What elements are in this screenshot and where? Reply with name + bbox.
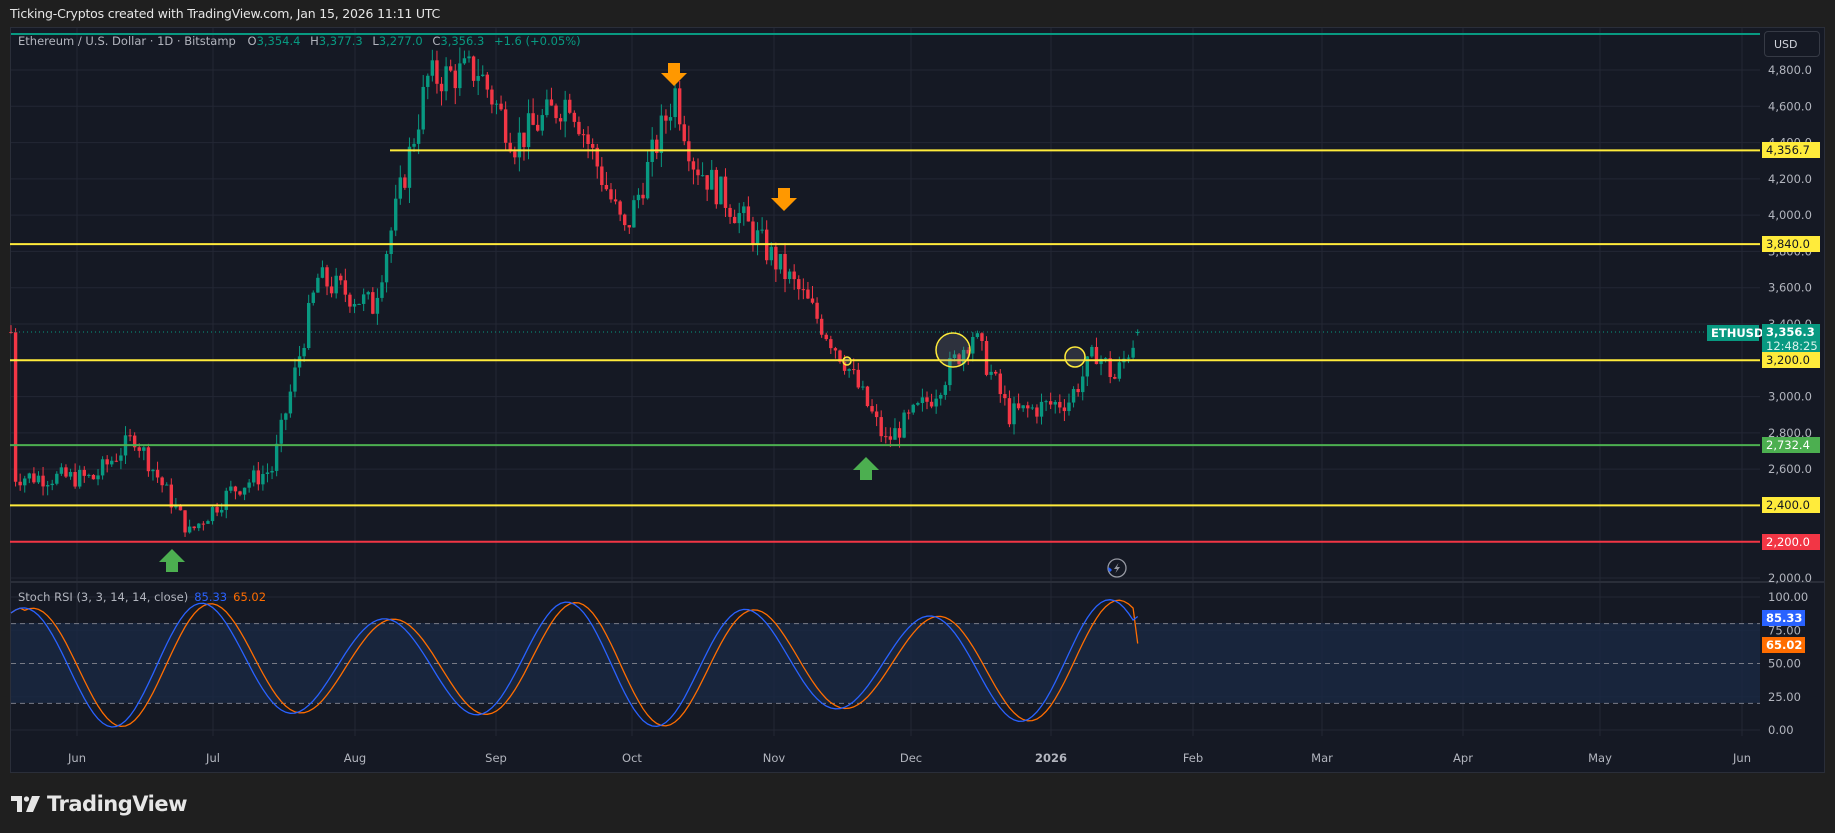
svg-text:Oct: Oct bbox=[622, 751, 642, 765]
stoch-rsi-legend[interactable]: Stoch RSI (3, 3, 14, 14, close) 85.33 65.0… bbox=[18, 590, 266, 604]
svg-text:4,000.0: 4,000.0 bbox=[1768, 208, 1812, 222]
svg-text:2,600.0: 2,600.0 bbox=[1768, 462, 1812, 476]
attribution-header: Ticking-Cryptos created with TradingView… bbox=[10, 6, 441, 21]
up-arrow-icon[interactable] bbox=[853, 457, 879, 480]
rsi-band-dashes bbox=[11, 623, 1760, 704]
svg-text:Jun: Jun bbox=[1732, 751, 1751, 765]
stoch-rsi-title: Stoch RSI (3, 3, 14, 14, close) bbox=[18, 590, 189, 604]
svg-text:4,800.0: 4,800.0 bbox=[1768, 63, 1812, 77]
level-tag: 3,840.0 bbox=[1762, 236, 1820, 253]
last-price-tag: 3,356.3 12:48:25 bbox=[1762, 324, 1820, 354]
change-value: +1.6 (+0.05%) bbox=[493, 34, 581, 48]
svg-text:Dec: Dec bbox=[900, 751, 922, 765]
stoch-rsi-k-value: 85.33 bbox=[194, 590, 228, 604]
low-label: L bbox=[372, 34, 379, 48]
close-label: C bbox=[432, 34, 441, 48]
candlestick-series bbox=[9, 47, 1140, 537]
rsi-d-tag: 65.02 bbox=[1762, 637, 1805, 653]
svg-text:4,200.0: 4,200.0 bbox=[1768, 172, 1812, 186]
lightning-icon[interactable] bbox=[1107, 558, 1127, 578]
svg-text:Apr: Apr bbox=[1453, 751, 1473, 765]
high-label: H bbox=[310, 34, 319, 48]
stoch-rsi-d-value: 65.02 bbox=[233, 590, 267, 604]
svg-text:May: May bbox=[1588, 751, 1612, 765]
circle-marker[interactable] bbox=[1064, 346, 1086, 368]
horizontal-levels[interactable] bbox=[10, 149, 1760, 543]
rsi-k-tag: 85.33 bbox=[1762, 610, 1805, 626]
svg-text:75.00: 75.00 bbox=[1768, 623, 1801, 637]
level-tag: 3,200.0 bbox=[1762, 352, 1820, 369]
level-tag: 2,400.0 bbox=[1762, 497, 1820, 514]
currency-button[interactable]: USD bbox=[1764, 31, 1820, 57]
svg-text:2026: 2026 bbox=[1035, 751, 1067, 765]
up-arrow-icon[interactable] bbox=[159, 549, 185, 572]
svg-text:Mar: Mar bbox=[1311, 751, 1333, 765]
tradingview-brand: TradingView bbox=[47, 792, 187, 816]
svg-text:3,000.0: 3,000.0 bbox=[1768, 390, 1812, 404]
svg-text:Jun: Jun bbox=[67, 751, 86, 765]
circle-marker[interactable] bbox=[842, 356, 852, 366]
close-value: 3,356.3 bbox=[440, 34, 485, 48]
svg-text:2,000.0: 2,000.0 bbox=[1768, 571, 1812, 585]
last-price-value: 3,356.3 bbox=[1766, 325, 1815, 339]
sparkle-icon bbox=[1108, 567, 1112, 572]
down-arrow-icon[interactable] bbox=[771, 188, 797, 211]
svg-text:Aug: Aug bbox=[344, 751, 366, 765]
annotations[interactable] bbox=[159, 63, 1086, 572]
symbol-name: Ethereum / U.S. Dollar · 1D · Bitstamp bbox=[18, 34, 236, 48]
tradingview-logo[interactable]: TradingView bbox=[11, 792, 187, 816]
svg-text:Feb: Feb bbox=[1183, 751, 1203, 765]
svg-text:3,600.0: 3,600.0 bbox=[1768, 281, 1812, 295]
tradingview-logo-icon bbox=[11, 796, 40, 812]
countdown-timer: 12:48:25 bbox=[1766, 339, 1818, 353]
svg-text:25.00: 25.00 bbox=[1768, 690, 1801, 704]
stoch-rsi-lines bbox=[10, 599, 1139, 728]
open-value: 3,354.4 bbox=[256, 34, 301, 48]
svg-text:0.00: 0.00 bbox=[1768, 723, 1794, 737]
ethusd-symbol-tag: ETHUSD bbox=[1707, 325, 1764, 341]
open-label: O bbox=[247, 34, 257, 48]
svg-text:Jul: Jul bbox=[205, 751, 220, 765]
svg-text:2,800.0: 2,800.0 bbox=[1768, 426, 1812, 440]
svg-text:Nov: Nov bbox=[763, 751, 786, 765]
level-tag: 2,200.0 bbox=[1762, 533, 1820, 550]
low-value: 3,277.0 bbox=[378, 34, 423, 48]
level-tag: 2,732.4 bbox=[1762, 437, 1820, 454]
circle-marker[interactable] bbox=[935, 332, 971, 368]
down-arrow-icon[interactable] bbox=[661, 63, 687, 86]
svg-text:4,600.0: 4,600.0 bbox=[1768, 99, 1812, 113]
symbol-legend[interactable]: Ethereum / U.S. Dollar · 1D · Bitstamp O… bbox=[18, 34, 581, 48]
svg-text:100.00: 100.00 bbox=[1768, 590, 1808, 604]
svg-text:50.00: 50.00 bbox=[1768, 657, 1801, 671]
level-tag: 4,356.7 bbox=[1762, 142, 1820, 159]
svg-text:Sep: Sep bbox=[485, 751, 507, 765]
high-value: 3,377.3 bbox=[318, 34, 363, 48]
